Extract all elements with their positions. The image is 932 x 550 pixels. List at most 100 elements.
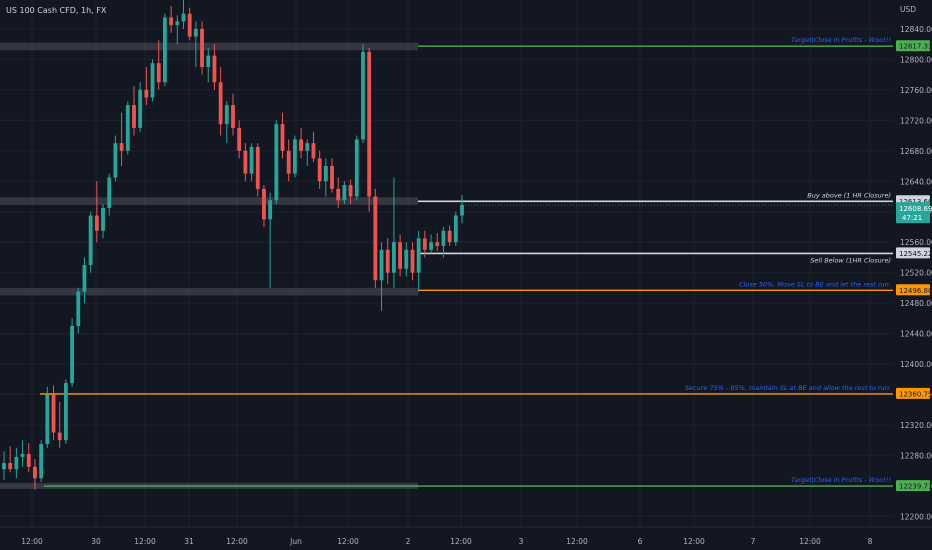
candle-body [453, 215, 458, 243]
candle-body [441, 230, 446, 246]
level-price-label: 12613.66 [899, 198, 932, 206]
candle-body [416, 238, 421, 273]
y-tick-label: 12480.00 [900, 299, 932, 308]
time-axis[interactable]: 12:00 30 12:00 31 12:00 Jun 12:00 2 12:00 3 12:00 6… [0, 526, 932, 546]
level-price-label: 12360.75 [899, 390, 932, 398]
y-tick-label: 12720.00 [900, 116, 932, 125]
candle-body [342, 185, 347, 201]
x-tick-label: Jun [289, 537, 302, 546]
y-tick-label: 12640.00 [900, 177, 932, 186]
x-tick-label: 12:00 [337, 537, 359, 546]
x-tick-label: 6 [638, 537, 643, 546]
candle-body [317, 158, 322, 182]
candle-body [57, 432, 62, 441]
y-tick-label: 12840.00 [900, 25, 932, 34]
candle-body [45, 394, 50, 444]
candle-body [88, 215, 93, 266]
candle-body [410, 249, 415, 273]
symbol-title: US 100 Cash CFD, 1h, FX [6, 6, 107, 15]
candle-body [398, 242, 403, 269]
candle-body [101, 207, 105, 231]
level-price-tag [896, 247, 930, 259]
candle-body [268, 200, 273, 220]
candle-body [125, 105, 130, 151]
candle-body [348, 185, 353, 197]
level-price-label: 12496.80 [899, 287, 932, 295]
candle-body [193, 28, 198, 37]
countdown-label: 47:21 [902, 214, 922, 222]
price-axis[interactable]: 12840.00 12800.00 12760.00 12720.00 12680.00… [896, 25, 932, 521]
level-note: Target|Close in Profits - Woo!!! [791, 36, 891, 44]
candle-body [187, 13, 192, 37]
zone-band [0, 42, 418, 51]
candle-body [132, 105, 136, 128]
candle-body [8, 463, 13, 470]
candle-body [429, 242, 433, 250]
candle-body [286, 150, 291, 174]
level-price-label: 12545.22 [899, 250, 932, 258]
current-price-tag [896, 202, 930, 224]
x-tick-label: 12:00 [450, 537, 472, 546]
candle-body [299, 139, 303, 151]
x-tick-label: 8 [868, 537, 873, 546]
candle-body [255, 146, 260, 189]
candle-body [367, 51, 372, 197]
x-tick-label: 3 [519, 537, 524, 546]
level-price-tag [896, 40, 930, 52]
grid [0, 0, 893, 527]
y-tick-label: 12680.00 [900, 147, 932, 156]
level-note: Target|Close in Profits - Woo!!! [791, 476, 891, 484]
candle-body [361, 51, 365, 140]
x-tick-label: 2 [406, 537, 411, 546]
x-tick-label: 12:00 [566, 537, 588, 546]
candle-body [169, 17, 174, 26]
candle-body [70, 325, 74, 384]
x-tick-label: 31 [184, 537, 194, 546]
candle-body [422, 238, 427, 250]
candle-body [224, 105, 229, 125]
candle-body [14, 456, 19, 470]
candle-body [51, 394, 56, 433]
candle-body [330, 166, 334, 189]
y-tick-label: 12520.00 [900, 269, 932, 278]
y-tick-label: 12320.00 [900, 421, 932, 430]
y-tick-label: 12800.00 [900, 55, 932, 64]
candle-body [354, 139, 359, 197]
level-note: Buy above (1 HR Closure) [807, 191, 891, 199]
x-tick-label: 30 [91, 537, 101, 546]
candle-body [237, 127, 242, 151]
level-price-tag [896, 387, 930, 399]
candle-body [181, 13, 186, 22]
x-tick-label: 7 [751, 537, 756, 546]
y-tick-label: 12440.00 [900, 330, 932, 339]
candle-body [404, 249, 409, 269]
candle-body [392, 242, 396, 273]
candle-body [243, 150, 248, 174]
level-note: Sell Below (1HR Closure) [810, 256, 891, 264]
candle-body [231, 105, 235, 128]
zone-band [0, 287, 418, 296]
candle-body [63, 383, 68, 441]
candles [2, 0, 464, 490]
candle-body [26, 453, 31, 467]
candle-body [156, 63, 161, 83]
current-price-label: 12608.69 [899, 205, 932, 213]
x-tick-label: 12:00 [21, 537, 43, 546]
candle-body [292, 139, 297, 174]
candle-body [323, 166, 328, 182]
candle-body [200, 28, 204, 68]
candle-body [138, 89, 143, 128]
candle-body [163, 17, 167, 83]
candle-body [144, 89, 149, 98]
currency-label: USD [900, 5, 916, 14]
level-price-tag [896, 284, 930, 296]
candle-body [150, 63, 155, 98]
candle-body [2, 463, 6, 470]
level-price-label: 12817.33 [899, 43, 932, 51]
candle-body [262, 188, 266, 220]
candle-body [460, 204, 464, 216]
candle-body [119, 143, 124, 151]
y-tick-label: 12760.00 [900, 86, 932, 95]
candle-body [175, 21, 180, 26]
